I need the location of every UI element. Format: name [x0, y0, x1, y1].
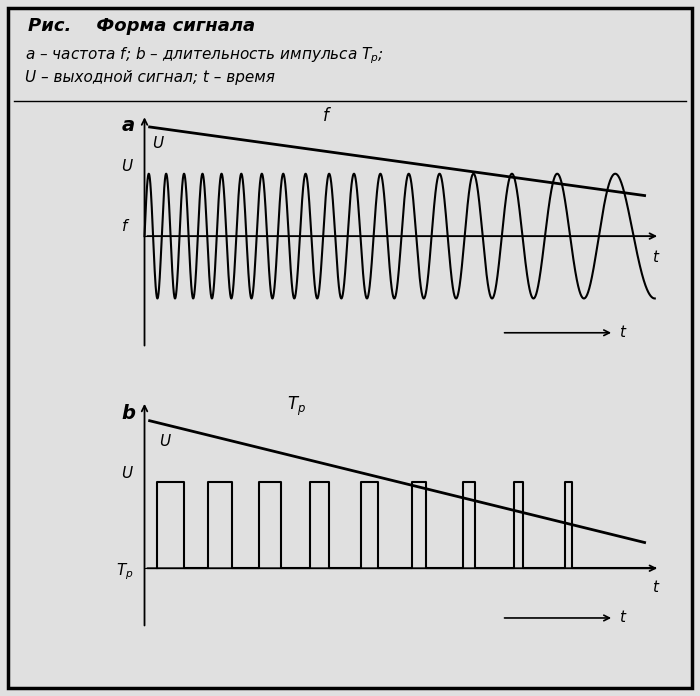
Text: U: U	[159, 434, 170, 450]
FancyBboxPatch shape	[8, 8, 692, 688]
Text: f: f	[122, 219, 127, 234]
Text: U – выходной сигнал; t – время: U – выходной сигнал; t – время	[25, 70, 274, 85]
Text: f: f	[323, 106, 329, 125]
Text: t: t	[619, 325, 625, 340]
Text: t: t	[652, 580, 658, 595]
Text: Рис.    Форма сигнала: Рис. Форма сигнала	[28, 17, 255, 35]
Text: b: b	[122, 404, 136, 422]
Text: U: U	[152, 136, 163, 150]
Text: $T_p$: $T_p$	[288, 395, 307, 418]
Text: a – частота f; b – длительность импульса $T_p$;: a – частота f; b – длительность импульса…	[25, 45, 384, 66]
Text: U: U	[122, 159, 133, 173]
Text: a: a	[122, 116, 134, 135]
Text: U: U	[122, 466, 133, 481]
Text: $T_p$: $T_p$	[116, 561, 134, 582]
Text: t: t	[652, 251, 658, 265]
Text: t: t	[619, 610, 625, 626]
